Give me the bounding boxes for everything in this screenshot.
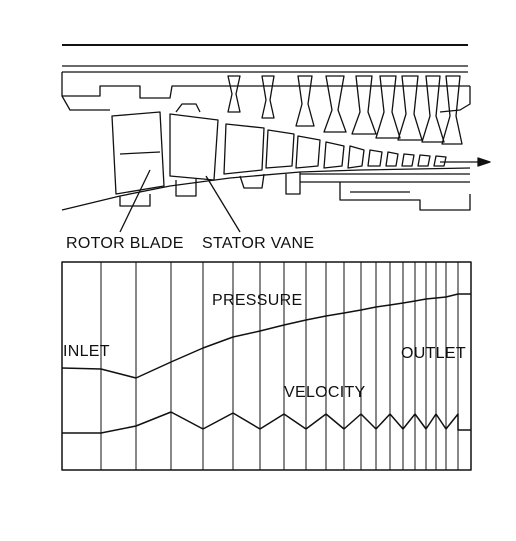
stage-divider-lines xyxy=(100,262,459,470)
pressure-curve xyxy=(61,293,471,379)
stator-hangers xyxy=(227,75,463,145)
pressure-label: PRESSURE xyxy=(212,292,303,309)
graph-frame xyxy=(61,261,472,471)
velocity-label: VELOCITY xyxy=(284,384,366,401)
inlet-label: INLET xyxy=(63,343,110,360)
stator-vane-label: STATOR VANE xyxy=(202,235,315,252)
velocity-curve xyxy=(62,411,471,434)
rotor-hub xyxy=(61,167,471,211)
outlet-label: OUTLET xyxy=(401,345,466,362)
flow-arrow xyxy=(440,157,491,167)
blade-rows xyxy=(111,103,447,195)
rotor-blade-label: ROTOR BLADE xyxy=(66,235,184,252)
compressor-casing xyxy=(61,65,471,113)
stator-leader-line xyxy=(205,175,241,233)
rotor-leader-line xyxy=(119,169,151,233)
